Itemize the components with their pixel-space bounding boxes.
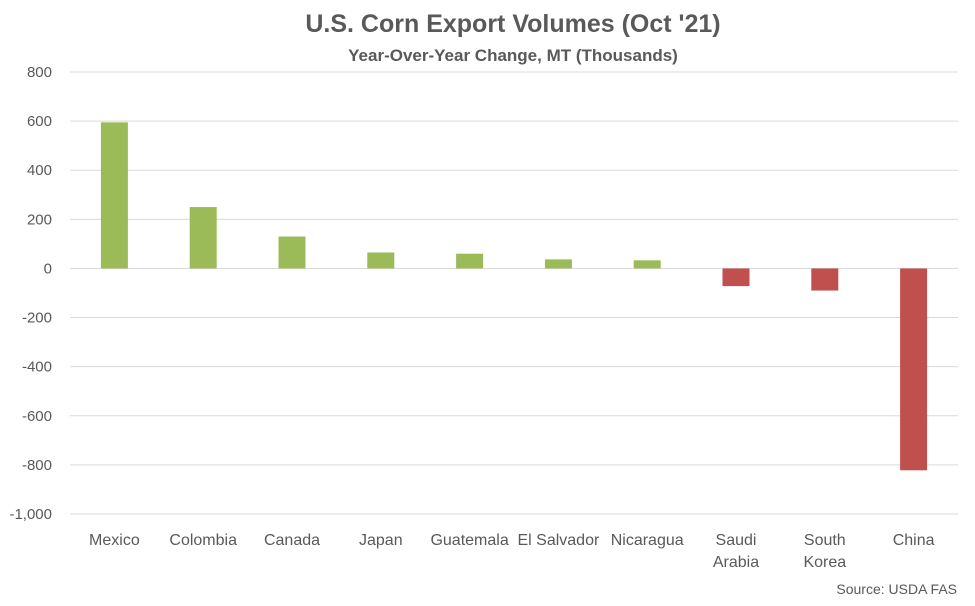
x-axis-ticks: Mexico Colombia Canada Japan Guatemala El Sal… xyxy=(89,532,935,571)
x-tick-label: Nicaragua xyxy=(611,532,684,549)
source-note: Source: USDA FAS xyxy=(836,581,957,597)
bar xyxy=(633,260,661,269)
bar xyxy=(189,207,217,269)
y-tick-label: 800 xyxy=(27,64,52,81)
y-tick-label: -400 xyxy=(22,359,52,376)
bar xyxy=(456,253,484,269)
x-tick-label: Japan xyxy=(359,532,403,549)
bar xyxy=(722,268,750,287)
y-tick-label: 200 xyxy=(27,211,52,228)
y-tick-label: -800 xyxy=(22,457,52,474)
y-axis-ticks: 800 600 400 200 0 -200 -400 -600 -800 -1,000 xyxy=(9,64,52,523)
chart-title: U.S. Corn Export Volumes (Oct '21) xyxy=(305,10,720,38)
y-tick-label: -600 xyxy=(22,408,52,425)
bar xyxy=(544,259,572,269)
bars xyxy=(100,122,928,471)
y-tick-label: -1,000 xyxy=(9,506,52,523)
x-tick-label: Saudi Arabia xyxy=(713,532,759,571)
bar xyxy=(367,252,395,269)
bar xyxy=(278,236,306,269)
x-tick-label: Colombia xyxy=(169,532,237,549)
chart-subtitle: Year-Over-Year Change, MT (Thousands) xyxy=(348,46,678,65)
bar xyxy=(900,268,928,471)
y-tick-label: -200 xyxy=(22,310,52,327)
y-tick-label: 600 xyxy=(27,113,52,130)
x-tick-label: Canada xyxy=(264,532,320,549)
bar xyxy=(811,268,839,291)
bar xyxy=(100,122,128,269)
x-tick-label: Mexico xyxy=(89,532,140,549)
x-tick-label: South Korea xyxy=(803,532,846,571)
x-tick-label: Guatemala xyxy=(430,532,508,549)
y-tick-label: 0 xyxy=(44,260,52,277)
y-tick-label: 400 xyxy=(27,162,52,179)
x-tick-label: El Salvador xyxy=(517,532,599,549)
x-tick-label: China xyxy=(893,532,935,549)
gridlines xyxy=(70,71,958,515)
